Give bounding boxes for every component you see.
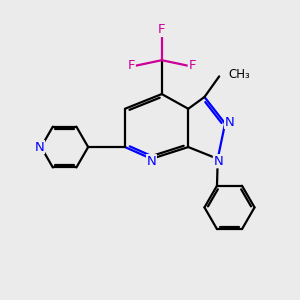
Text: N: N	[225, 116, 234, 128]
Text: F: F	[188, 59, 196, 72]
Text: N: N	[213, 155, 223, 168]
Text: CH₃: CH₃	[228, 68, 250, 81]
Text: F: F	[158, 23, 166, 36]
Text: N: N	[35, 141, 44, 154]
Text: N: N	[147, 155, 156, 168]
Text: F: F	[128, 59, 135, 72]
